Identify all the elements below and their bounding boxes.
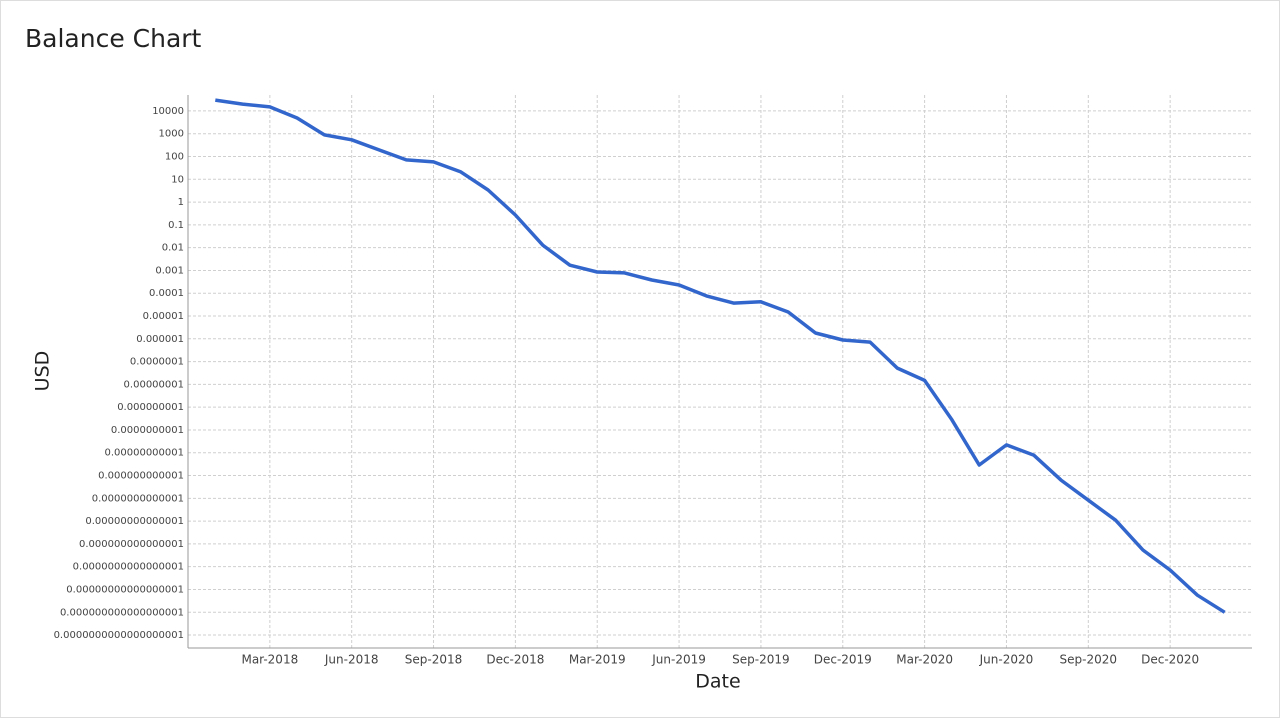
y-tick-label: 0.0000000000001 <box>92 493 184 504</box>
x-tick-label: Dec-2018 <box>486 653 544 667</box>
y-tick-label: 0.000000001 <box>117 402 184 413</box>
y-tick-label: 0.1 <box>168 220 184 231</box>
x-tick-label: Jun-2020 <box>979 653 1034 667</box>
y-tick-label: 0.001 <box>155 265 184 276</box>
y-tick-label: 0.00001 <box>143 311 184 322</box>
x-tick-label: Sep-2018 <box>405 653 463 667</box>
y-tick-label: 0.0000001 <box>130 357 184 368</box>
y-tick-label: 0.00000000000001 <box>85 516 184 527</box>
x-tick-label: Dec-2020 <box>1141 653 1199 667</box>
x-tick-label: Mar-2020 <box>896 653 953 667</box>
y-tick-label: 0.01 <box>162 243 184 254</box>
y-tick-label: 0.000001 <box>136 334 184 345</box>
x-axis-label: Date <box>695 671 740 693</box>
y-tick-label: 0.00000001 <box>124 379 184 390</box>
x-tick-label: Sep-2020 <box>1060 653 1118 667</box>
y-axis-label: USD <box>32 351 54 392</box>
y-tick-label: 100 <box>165 152 184 163</box>
y-tick-label: 0.0000000001 <box>111 425 184 436</box>
y-tick-label: 10 <box>171 174 184 185</box>
y-tick-label: 1 <box>178 197 184 208</box>
x-tick-label: Jun-2018 <box>324 653 379 667</box>
y-tick-label: 0.00000000001 <box>104 448 184 459</box>
y-tick-label: 0.000000000001 <box>98 471 184 482</box>
y-tick-label: 10000 <box>152 106 184 117</box>
y-tick-label: 1000 <box>159 129 184 140</box>
chart-title: Balance Chart <box>25 24 202 53</box>
x-tick-label: Dec-2019 <box>814 653 872 667</box>
x-tick-label: Mar-2019 <box>569 653 626 667</box>
y-tick-label: 0.0000000000000000001 <box>54 630 184 641</box>
y-tick-label: 0.0000000000000001 <box>73 562 184 573</box>
y-tick-label: 0.00000000000000001 <box>66 584 184 595</box>
y-tick-label: 0.000000000000000001 <box>60 607 184 618</box>
x-tick-label: Jun-2019 <box>651 653 706 667</box>
data-line <box>215 98 1226 614</box>
x-tick-label: Sep-2019 <box>732 653 790 667</box>
y-tick-label: 0.000000000000001 <box>79 539 184 550</box>
y-tick-label: 0.0001 <box>149 288 184 299</box>
x-tick-label: Mar-2018 <box>241 653 298 667</box>
